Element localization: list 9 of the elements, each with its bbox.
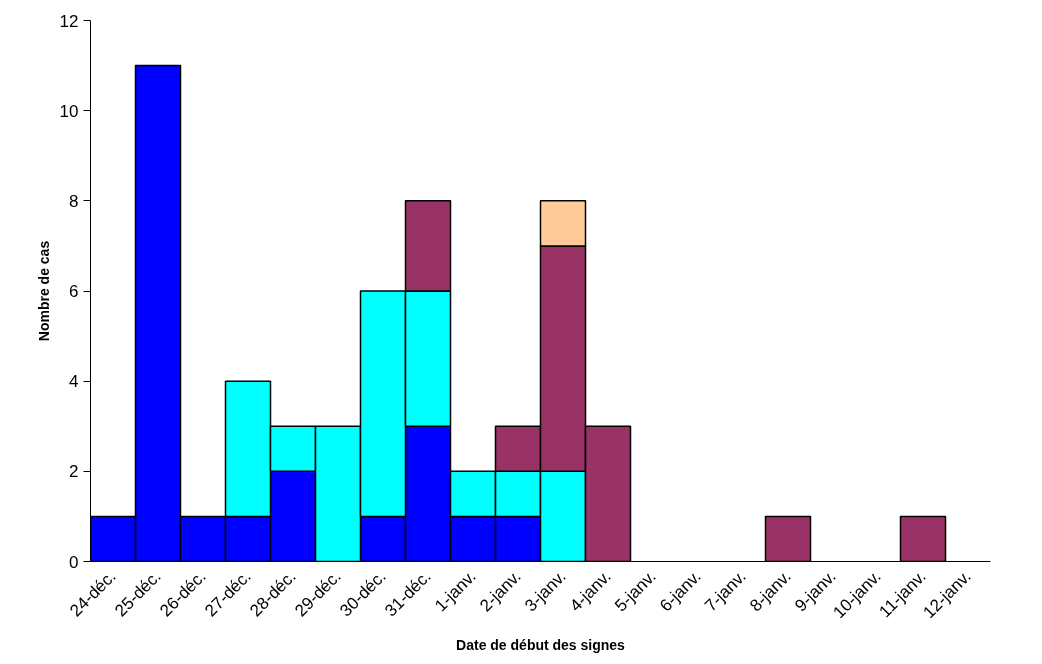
y-tick-label: 4 [69, 372, 79, 392]
y-tick-label: 12 [59, 11, 79, 31]
y-tick-label: 0 [69, 552, 79, 572]
y-tick-label: 2 [69, 462, 79, 482]
y-tick-label: 8 [69, 191, 79, 211]
y-axis-title: Nombre de cas [35, 240, 52, 342]
y-tick-label: 6 [69, 282, 79, 301]
x-axis-title: Date de début des signes [456, 636, 626, 653]
y-tick-label: 10 [59, 101, 79, 121]
